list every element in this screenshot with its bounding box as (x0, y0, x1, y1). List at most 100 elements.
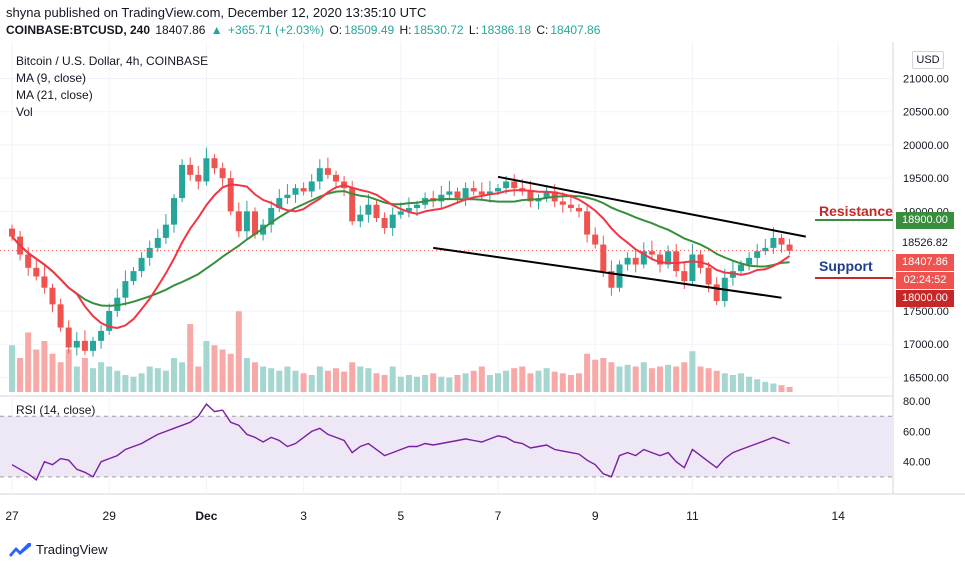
candle-body (689, 254, 696, 282)
candle-body (243, 211, 250, 232)
volume-bar (414, 376, 420, 392)
volume-bar (486, 375, 493, 392)
candle-body (576, 208, 582, 212)
volume-bar (333, 368, 339, 392)
volume-bar (9, 345, 15, 392)
candle-body (462, 188, 469, 199)
candle-body (600, 244, 607, 272)
candle-body (567, 204, 574, 209)
volume-bar (422, 375, 429, 392)
footer: TradingView (0, 536, 965, 566)
volume-bar (349, 362, 356, 392)
volume-bar (519, 366, 526, 392)
candle-body (106, 310, 113, 331)
support-trendline (433, 246, 782, 299)
open-value: 18509.49 (344, 23, 395, 37)
candle-body (227, 178, 234, 212)
volume-bar (567, 375, 574, 392)
volume-bar (243, 358, 250, 392)
price-tick-label: 20500.00 (903, 107, 949, 119)
chart-header: shyna published on TradingView.com, Dece… (0, 0, 965, 42)
close-value: 18407.86 (550, 23, 601, 37)
candle-body (738, 264, 744, 272)
volume-bar (616, 366, 623, 392)
publish-info: shyna published on TradingView.com, Dece… (6, 5, 427, 20)
tradingview-logo[interactable]: TradingView (8, 541, 108, 557)
volume-bar (316, 366, 323, 392)
low-label: L: (468, 23, 479, 37)
price-tick-label: 17000.00 (903, 339, 949, 351)
volume-bar (122, 375, 129, 392)
candle-body (511, 181, 518, 189)
candle-body (640, 251, 647, 265)
time-tick-label: 5 (397, 509, 404, 523)
volume-bar (130, 376, 137, 392)
volume-bar (681, 362, 688, 392)
volume-bar (454, 375, 461, 392)
volume-bar (33, 349, 40, 392)
rsi-line (11, 403, 790, 481)
currency-badge[interactable]: USD (912, 51, 944, 69)
volume-bar (470, 370, 477, 392)
candle-body (219, 168, 226, 179)
time-tick-label: 14 (832, 509, 846, 523)
chart-legend: Bitcoin / U.S. Dollar, 4h, COINBASE MA (… (16, 53, 208, 121)
legend-ma21: MA (21, close) (16, 88, 93, 102)
candle-body (389, 214, 396, 228)
candle-body (81, 340, 88, 351)
candle-body (486, 191, 493, 195)
volume-bar (535, 370, 542, 392)
volume-bar (292, 370, 299, 392)
candle-body (770, 237, 777, 248)
volume-bar (114, 370, 121, 392)
volume-bar (770, 383, 777, 392)
volume-bar (673, 366, 680, 392)
last-price: 18407.86 (155, 23, 206, 37)
volume-bar (762, 381, 769, 392)
volume-bar (227, 353, 234, 392)
price-tag-current: 18526.82 (896, 235, 954, 252)
time-tick-label: 3 (300, 509, 307, 523)
candle-body (138, 257, 145, 272)
volume-bar (729, 375, 736, 392)
candle-body (252, 211, 258, 235)
high-label: H: (399, 23, 412, 37)
low-value: 18386.18 (480, 23, 531, 37)
time-tick-label: 7 (495, 509, 502, 523)
rsi-panel: 80.00 60.00 40.00 (0, 396, 931, 481)
candle-body (397, 211, 404, 215)
tradingview-logo-icon (9, 543, 31, 557)
volume-bar (284, 366, 291, 392)
price-axis-ticks: 21000.0020500.0020000.0019500.0019000.00… (903, 74, 949, 385)
candle-body (179, 164, 186, 199)
candle-body (665, 251, 672, 265)
price-tick-label: 17500.00 (903, 306, 949, 318)
candle-body (697, 254, 704, 268)
candle-body (349, 188, 356, 222)
volume-bar (381, 375, 388, 392)
high-value: 18530.72 (413, 23, 464, 37)
open-label: O: (329, 23, 343, 37)
volume-bar (365, 368, 372, 392)
candle-body (195, 174, 202, 182)
candle-body (673, 251, 680, 272)
candle-body (41, 276, 48, 288)
volume-bar (511, 368, 518, 392)
volume-bar (235, 311, 242, 392)
volume-bar (559, 373, 566, 392)
candle-body (713, 284, 720, 302)
price-tag-countdown: 02:24:52 (896, 272, 954, 289)
volume-bar (527, 373, 534, 392)
volume-bar (357, 366, 364, 392)
candle-body (405, 208, 412, 212)
support-label: Support (819, 258, 873, 274)
price-chart[interactable]: 21000.0020500.0020000.0019500.0019000.00… (0, 42, 965, 536)
volume-bar (397, 376, 404, 392)
candle-body (527, 191, 534, 202)
candle-body (632, 257, 639, 265)
candle-body (203, 158, 210, 182)
candle-body (746, 257, 753, 265)
candle-body (98, 330, 105, 341)
volume-bar (503, 370, 510, 392)
candle-body (414, 204, 420, 209)
